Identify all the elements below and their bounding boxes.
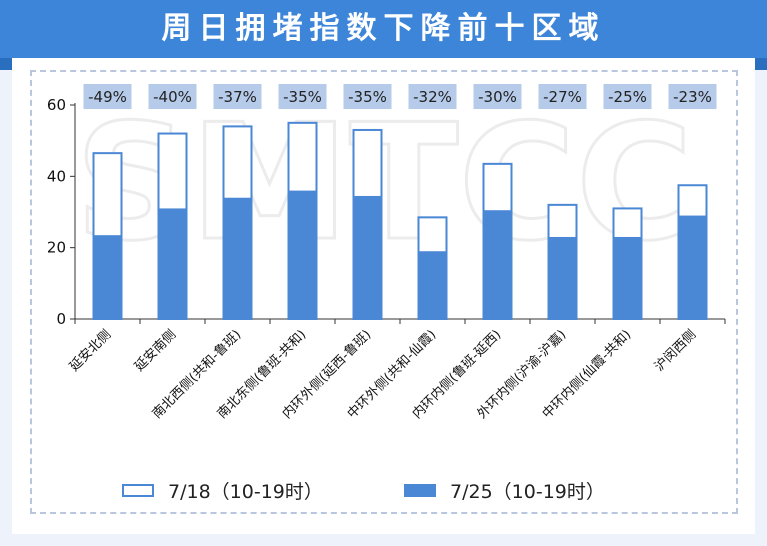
- y-tick-label: 60: [47, 96, 66, 114]
- change-label: -23%: [673, 88, 712, 106]
- chart-title: 周日拥堵指数下降前十区域: [161, 11, 606, 46]
- bar-0725: [483, 210, 512, 319]
- change-badge: [278, 84, 327, 109]
- change-label: -25%: [608, 88, 647, 106]
- change-badge: [213, 84, 262, 109]
- category-labels: 延安北侧 延安南侧南北西侧(共和-鲁班)南北东侧(鲁班-共和)内环外侧(延西-鲁班…: [67, 327, 699, 422]
- bars: [92, 121, 708, 321]
- change-label: -35%: [283, 88, 322, 106]
- change-badge: [343, 84, 392, 109]
- y-tick-label: 20: [47, 239, 66, 257]
- change-label: -27%: [543, 88, 582, 106]
- bar-0725: [223, 197, 252, 319]
- change-badge: [473, 84, 522, 109]
- change-labels: -49% -40% -37% -35% -35% -32% -30% -27% -25% -23%: [83, 84, 717, 109]
- category-label: 延安北侧: [67, 327, 114, 374]
- bar-0725: [548, 236, 577, 319]
- legend-label-0725: 7/25（10-19时）: [450, 480, 605, 503]
- legend-item-0725: 7/25（10-19时）: [404, 478, 605, 503]
- change-badge: [603, 84, 652, 109]
- change-badge: [408, 84, 457, 109]
- category-label: 延安南侧: [131, 327, 179, 375]
- change-label: -49%: [88, 88, 127, 106]
- bar-0725: [288, 190, 317, 319]
- bar-0725: [353, 195, 382, 319]
- change-label: -40%: [153, 88, 192, 106]
- y-tick-label: 0: [56, 310, 66, 328]
- change-label: -30%: [478, 88, 517, 106]
- legend-swatch-outline: [122, 483, 154, 497]
- change-badge: [668, 84, 717, 109]
- chart-frame: [30, 70, 738, 514]
- bar-0725: [678, 215, 707, 319]
- change-label: -35%: [348, 88, 387, 106]
- change-badge: [148, 84, 197, 109]
- legend-item-0718: 7/18（10-19时）: [122, 478, 323, 503]
- category-label: 沪闵西侧: [651, 327, 699, 375]
- legend-swatch-filled: [404, 483, 436, 497]
- y-tick-label: 40: [47, 167, 66, 185]
- change-badge: [538, 84, 587, 109]
- change-label: -32%: [413, 88, 452, 106]
- bar-0725: [613, 236, 642, 319]
- change-label: -37%: [218, 88, 257, 106]
- banner-tab-left: [0, 58, 12, 70]
- bar-0725: [93, 235, 122, 319]
- change-badge: [83, 84, 132, 109]
- title-banner: 周日拥堵指数下降前十区域: [0, 0, 767, 58]
- bar-0725: [418, 251, 447, 319]
- bar-0725: [158, 208, 187, 319]
- legend-label-0718: 7/18（10-19时）: [168, 480, 323, 503]
- banner-tab-right: [755, 58, 767, 70]
